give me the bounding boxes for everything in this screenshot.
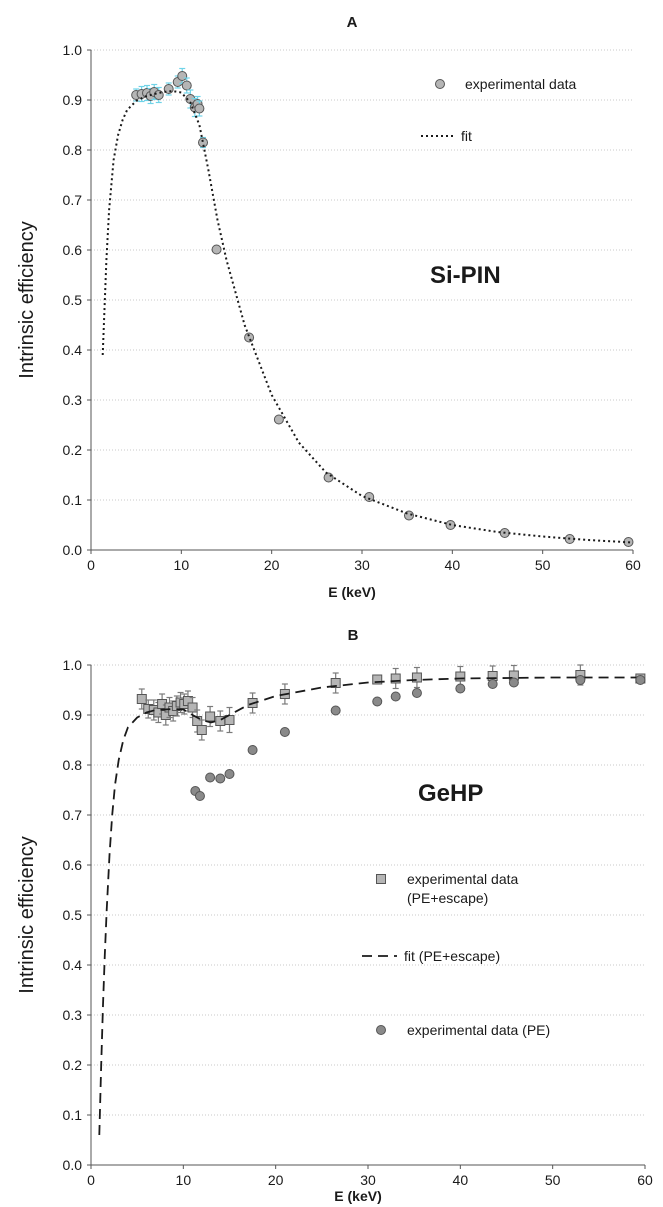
data-point xyxy=(211,244,222,255)
data-point xyxy=(390,673,401,684)
y-tick-label: 0.5 xyxy=(63,292,83,308)
chart-panel-a: A 0.0 0.1 0.2 0.3 0.4 0.5 0.6 0.7 0.8 0.9 1.0 0 10 20 3… xyxy=(16,14,641,600)
x-tick-label: 20 xyxy=(264,557,280,573)
x-axis-title: E (keV) xyxy=(334,1188,381,1204)
data-point xyxy=(247,745,258,755)
legend-label: (PE+escape) xyxy=(407,890,488,906)
y-tick-label: 0.2 xyxy=(63,1057,83,1073)
legend-marker xyxy=(376,874,386,884)
data-point xyxy=(330,705,341,716)
legend: experimental data (PE+escape) fit (PE+esca… xyxy=(362,871,550,1038)
data-point xyxy=(372,696,383,707)
x-tick-label: 0 xyxy=(87,557,95,573)
panel-title: B xyxy=(348,627,359,644)
legend-label: experimental data xyxy=(465,76,577,92)
series-1 xyxy=(98,676,645,1136)
y-tick-label: 0.3 xyxy=(63,392,83,408)
y-tick-label: 0.4 xyxy=(63,957,83,973)
legend-marker xyxy=(376,1025,386,1035)
data-point xyxy=(198,137,209,148)
detector-label: Si-PIN xyxy=(430,262,501,289)
y-tick-label: 0.8 xyxy=(63,142,83,158)
series-2 xyxy=(190,675,646,801)
legend-label: experimental data xyxy=(407,871,519,887)
x-tick-label: 60 xyxy=(625,557,641,573)
data-point xyxy=(575,675,586,685)
legend: experimental data fit xyxy=(421,76,577,144)
y-tick-label: 0.7 xyxy=(63,192,83,208)
data-point xyxy=(455,683,466,694)
y-axis-title: Intrinsic efficiency xyxy=(16,221,38,378)
data-point xyxy=(205,772,216,783)
x-tick-label: 10 xyxy=(176,1172,192,1188)
series-1 xyxy=(101,89,634,544)
series-0 xyxy=(131,67,634,547)
x-tick-label: 40 xyxy=(445,557,461,573)
y-tick-label: 0.7 xyxy=(63,807,83,823)
data-point xyxy=(194,791,205,801)
y-tick-label: 0.6 xyxy=(63,242,83,258)
legend-label: fit xyxy=(461,128,472,144)
data-point xyxy=(187,702,198,713)
y-tick-label: 0.1 xyxy=(63,492,83,508)
data-point xyxy=(194,103,205,114)
x-tick-label: 50 xyxy=(545,1172,561,1188)
legend-label: experimental data (PE) xyxy=(407,1022,550,1038)
y-tick-label: 0.0 xyxy=(63,1157,83,1173)
y-tick-label: 0.3 xyxy=(63,1007,83,1023)
y-tick-label: 0.0 xyxy=(63,542,83,558)
legend-marker xyxy=(435,79,445,89)
data-point xyxy=(177,71,188,81)
x-tick-label: 60 xyxy=(637,1172,653,1188)
data-point xyxy=(372,674,383,685)
data-point xyxy=(196,725,207,735)
x-tick-label: 40 xyxy=(453,1172,469,1188)
x-tick-label: 10 xyxy=(174,557,190,573)
data-point xyxy=(330,678,341,688)
chart-panel-b: B 0.0 0.1 0.2 0.3 0.4 0.5 0.6 0.7 0.8 0.9 1.0 0 10 20 3… xyxy=(16,627,653,1204)
series-0 xyxy=(136,664,646,741)
y-tick-label: 0.8 xyxy=(63,757,83,773)
x-tick-label: 50 xyxy=(535,557,551,573)
data-point xyxy=(487,679,498,689)
x-axis-title: E (keV) xyxy=(328,584,375,600)
legend-label: fit (PE+escape) xyxy=(404,948,500,964)
fit-curve xyxy=(98,676,645,1136)
y-axis-title: Intrinsic efficiency xyxy=(16,836,38,993)
data-point xyxy=(364,492,375,502)
data-point xyxy=(153,90,164,100)
data-point xyxy=(390,691,401,702)
y-tick-label: 0.9 xyxy=(63,92,83,108)
data-point xyxy=(455,671,466,682)
x-tick-label: 30 xyxy=(360,1172,376,1188)
x-tick-label: 0 xyxy=(87,1172,95,1188)
panel-title: A xyxy=(347,14,358,31)
data-point xyxy=(136,694,147,704)
y-tick-label: 0.1 xyxy=(63,1107,83,1123)
fit-curve xyxy=(101,89,634,544)
data-point xyxy=(273,414,284,425)
detector-label: GeHP xyxy=(418,780,483,807)
y-tick-label: 0.5 xyxy=(63,907,83,923)
data-point xyxy=(635,675,646,685)
data-point xyxy=(215,773,226,784)
y-tick-label: 0.2 xyxy=(63,442,83,458)
data-point xyxy=(279,727,290,737)
data-point xyxy=(411,688,422,698)
y-tick-label: 1.0 xyxy=(63,657,83,673)
data-point xyxy=(411,672,422,683)
y-tick-label: 0.6 xyxy=(63,857,83,873)
y-tick-label: 1.0 xyxy=(63,42,83,58)
x-tick-label: 20 xyxy=(268,1172,284,1188)
data-point xyxy=(323,472,334,483)
data-point xyxy=(181,80,192,91)
y-tick-label: 0.9 xyxy=(63,707,83,723)
x-tick-label: 30 xyxy=(354,557,370,573)
data-point xyxy=(508,677,519,688)
data-point xyxy=(224,769,235,779)
data-point xyxy=(205,711,216,722)
y-tick-label: 0.4 xyxy=(63,342,83,358)
